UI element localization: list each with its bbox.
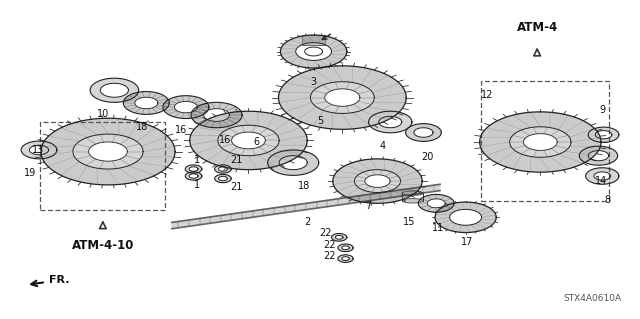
Polygon shape	[406, 123, 442, 141]
Text: 11: 11	[432, 223, 444, 233]
Polygon shape	[185, 165, 202, 173]
Polygon shape	[21, 141, 57, 159]
Polygon shape	[214, 165, 231, 173]
Text: 16: 16	[175, 124, 187, 135]
Text: 1: 1	[195, 155, 200, 165]
Bar	[40, 122, 165, 210]
Polygon shape	[355, 170, 401, 193]
Polygon shape	[218, 125, 279, 156]
Polygon shape	[280, 35, 347, 68]
Polygon shape	[90, 78, 139, 102]
Text: 18: 18	[136, 122, 148, 132]
Text: 22: 22	[323, 240, 336, 250]
Polygon shape	[163, 96, 209, 119]
Polygon shape	[73, 134, 143, 169]
Polygon shape	[579, 146, 618, 165]
FancyBboxPatch shape	[302, 35, 325, 45]
Text: 21: 21	[230, 182, 243, 192]
Text: 22: 22	[323, 251, 336, 261]
Bar	[481, 81, 609, 201]
Polygon shape	[435, 202, 496, 233]
Polygon shape	[191, 102, 242, 128]
Polygon shape	[310, 82, 374, 114]
Polygon shape	[268, 150, 319, 175]
Text: ATM-4: ATM-4	[516, 21, 557, 34]
Polygon shape	[124, 92, 170, 115]
Polygon shape	[509, 127, 571, 157]
Polygon shape	[41, 118, 175, 185]
Polygon shape	[479, 112, 601, 172]
Text: 19: 19	[24, 168, 36, 178]
Text: 5: 5	[317, 116, 323, 126]
Polygon shape	[278, 66, 406, 129]
Text: 15: 15	[403, 217, 415, 227]
Polygon shape	[369, 111, 412, 133]
Polygon shape	[586, 168, 619, 184]
Text: STX4A0610A: STX4A0610A	[563, 294, 621, 303]
Polygon shape	[189, 111, 307, 170]
Text: 12: 12	[481, 90, 493, 100]
Polygon shape	[419, 195, 454, 212]
Text: 8: 8	[604, 195, 611, 205]
Polygon shape	[214, 174, 231, 183]
Text: 2: 2	[304, 217, 310, 227]
Text: 18: 18	[298, 181, 310, 191]
Text: 7: 7	[365, 201, 371, 211]
Polygon shape	[333, 159, 422, 203]
Polygon shape	[338, 255, 353, 263]
Text: 4: 4	[380, 141, 386, 151]
Text: 10: 10	[97, 109, 109, 119]
Text: 22: 22	[319, 227, 332, 238]
Polygon shape	[338, 244, 353, 252]
Ellipse shape	[403, 191, 423, 196]
Text: 16: 16	[220, 135, 232, 145]
Text: 21: 21	[230, 155, 243, 165]
Polygon shape	[588, 127, 619, 142]
Text: 3: 3	[310, 77, 317, 87]
Text: 6: 6	[253, 137, 259, 147]
Text: ATM-4-10: ATM-4-10	[72, 239, 134, 252]
Text: 14: 14	[595, 176, 607, 186]
Polygon shape	[185, 172, 202, 180]
Text: 13: 13	[31, 145, 44, 155]
Ellipse shape	[403, 198, 423, 203]
Text: 17: 17	[461, 237, 473, 247]
Text: 1: 1	[195, 180, 200, 190]
Text: 20: 20	[421, 152, 433, 161]
Polygon shape	[332, 234, 347, 241]
Text: 9: 9	[599, 105, 605, 115]
Text: FR.: FR.	[31, 275, 69, 286]
